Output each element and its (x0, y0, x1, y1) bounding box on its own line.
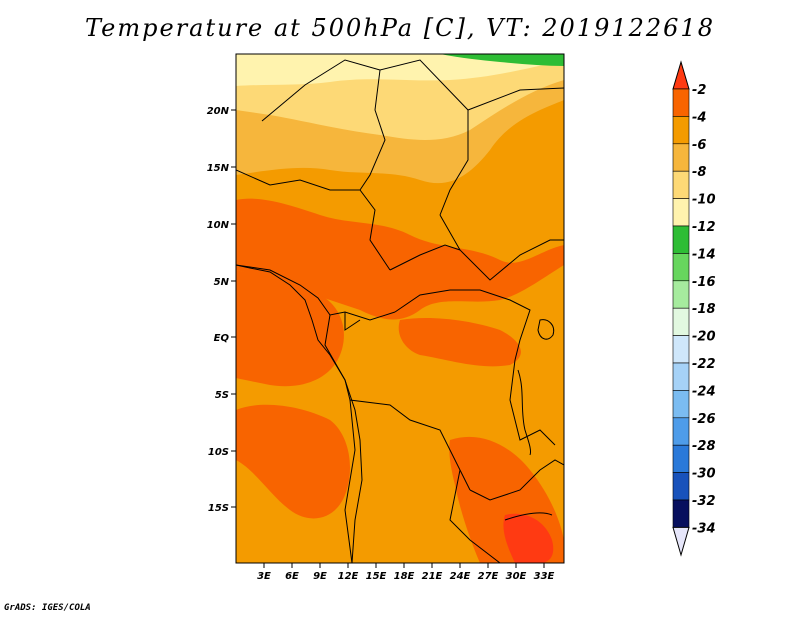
border-line (449, 469, 501, 563)
colorbar-swatch (672, 499, 690, 528)
lon-label: 15E (366, 571, 387, 582)
field-band-2-southeast (503, 513, 554, 563)
colorbar-bottom-arrow (672, 526, 690, 557)
colorbar-swatch (672, 225, 690, 254)
field-green-14 (440, 54, 564, 66)
country-borders (236, 59, 564, 563)
lon-label: 33E (534, 571, 555, 582)
colorbar-swatch (672, 444, 690, 473)
lon-label: 21E (422, 571, 443, 582)
map-title: Temperature at 500hPa [C], VT: 201912261… (85, 14, 715, 42)
border-line (467, 87, 564, 111)
lon-label: 18E (394, 571, 415, 582)
grads-credit: GrADS: IGES/COLA (4, 603, 91, 613)
border-line (261, 59, 386, 191)
field-band-12-north (236, 54, 564, 86)
colorbar-label: -8 (692, 165, 706, 180)
colorbar-top-arrow (672, 60, 690, 90)
lat-label: 10S (208, 447, 229, 458)
colorbar-swatch (672, 362, 690, 391)
border-line (379, 59, 469, 216)
colorbar-label: -20 (692, 330, 716, 345)
colorbar-label: -2 (692, 83, 706, 98)
colorbar-label: -18 (692, 302, 716, 317)
colorbar-swatch (672, 143, 690, 172)
lon-label: 9E (313, 571, 327, 582)
longitude-axis: 3E 6E 9E 12E 15E 18E 21E 24E 27E 30E 33E (257, 563, 555, 582)
lon-label: 3E (257, 571, 271, 582)
colorbar-label: -4 (692, 110, 706, 125)
colorbar-swatch (672, 88, 690, 117)
lon-label: 30E (506, 571, 527, 582)
lat-label: 15N (207, 163, 230, 174)
colorbar-swatch (672, 116, 690, 145)
colorbar-swatch (672, 335, 690, 364)
colorbar-label: -6 (692, 138, 706, 153)
border-line (389, 244, 461, 271)
colorbar-label: -10 (692, 193, 716, 208)
colorbar-label: -28 (692, 439, 716, 454)
map-frame (235, 53, 565, 564)
border-line (394, 289, 531, 361)
border-line (469, 459, 564, 501)
latitude-axis: 20N 15N 10N 5N EQ 5S 10S 15S (207, 106, 236, 514)
colorbar-swatch (672, 170, 690, 199)
border-line (324, 314, 471, 491)
border-line (344, 312, 361, 331)
lon-label: 6E (285, 571, 299, 582)
field-band-4-central (398, 318, 521, 367)
lat-label: EQ (214, 333, 230, 344)
colorbar-label: -16 (692, 275, 716, 290)
colorbar-swatch (672, 198, 690, 227)
lat-label: 5S (215, 390, 229, 401)
lon-label: 27E (478, 571, 499, 582)
lake-outline (517, 369, 531, 456)
colorbar: -2 -4 -6 -8 -10 -12 -14 -16 -18 -20 -22 … (672, 60, 716, 557)
colorbar-swatch (672, 390, 690, 419)
lon-label: 12E (338, 571, 359, 582)
colorbar-label: -34 (692, 521, 716, 536)
field-band-4-southwest (236, 404, 350, 519)
colorbar-label: -22 (692, 357, 716, 372)
colorbar-swatch (672, 280, 690, 309)
colorbar-label: -14 (692, 247, 716, 262)
lon-label: 24E (450, 571, 471, 582)
border-line (439, 214, 564, 281)
colorbar-swatch (672, 417, 690, 446)
colorbar-swatch (672, 307, 690, 336)
colorbar-label: -12 (692, 220, 716, 235)
colorbar-label: -32 (692, 494, 716, 509)
lat-label: 15S (208, 503, 229, 514)
colorbar-label: -26 (692, 412, 716, 427)
border-line (236, 169, 391, 271)
border-line (344, 399, 356, 563)
colorbar-label: -30 (692, 467, 716, 482)
colorbar-swatch (672, 253, 690, 282)
lat-label: 20N (207, 106, 230, 117)
colorbar-swatch (672, 472, 690, 501)
lat-label: 5N (214, 277, 230, 288)
field-band-4-gulf (236, 270, 344, 387)
lake-outline (504, 512, 553, 521)
lat-label: 10N (207, 220, 230, 231)
coastline (236, 264, 363, 563)
border-line (236, 264, 396, 321)
field-band-4-sahel (236, 198, 564, 320)
colorbar-label: -24 (692, 384, 716, 399)
border-line (509, 359, 556, 446)
lake-outline (537, 319, 555, 340)
